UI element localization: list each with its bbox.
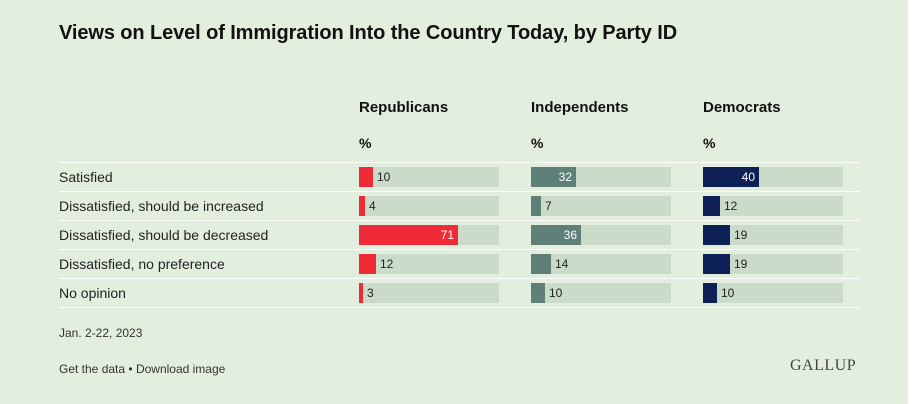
data-label: 40 (741, 170, 755, 184)
row-divider (59, 249, 859, 250)
row-divider (59, 278, 859, 279)
data-label: 32 (558, 170, 572, 184)
data-label: 19 (734, 228, 748, 242)
download-image-link[interactable]: Download image (135, 362, 226, 376)
data-label: 10 (549, 286, 563, 300)
data-label: 10 (721, 286, 735, 300)
bar-democrats (703, 254, 730, 274)
data-label: 36 (563, 228, 577, 242)
bar-track: 10 (359, 167, 499, 187)
data-label: 12 (724, 199, 738, 213)
data-label: 19 (734, 257, 748, 271)
data-label: 4 (369, 199, 376, 213)
bar-track: 10 (531, 283, 671, 303)
link-separator: • (128, 362, 133, 376)
bar-track: 12 (359, 254, 499, 274)
bar-republicans (359, 196, 365, 216)
footer-links: Get the data • Download image (59, 362, 225, 376)
bar-republicans (359, 167, 373, 187)
unit-label: % (359, 135, 372, 151)
bar-independents (531, 254, 551, 274)
series-header-republicans: Republicans (359, 99, 449, 116)
bar-track: 3 (359, 283, 499, 303)
bar-democrats (703, 225, 730, 245)
data-label: 14 (555, 257, 569, 271)
data-label: 71 (440, 228, 454, 242)
bar-democrats (703, 196, 720, 216)
get-data-link[interactable]: Get the data (59, 362, 126, 376)
chart-title: Views on Level of Immigration Into the C… (59, 22, 678, 44)
bar-democrats (703, 167, 759, 187)
bar-independents (531, 196, 541, 216)
bar-track: 32 (531, 167, 671, 187)
bar-independents (531, 167, 576, 187)
row-divider (59, 191, 859, 192)
data-label: 12 (380, 257, 394, 271)
bar-democrats (703, 283, 717, 303)
data-label: 7 (545, 199, 552, 213)
bar-track: 71 (359, 225, 499, 245)
bar-independents (531, 225, 581, 245)
bar-track: 10 (703, 283, 843, 303)
data-label: 10 (377, 170, 391, 184)
series-header-democrats: Democrats (703, 99, 781, 116)
series-header-independents: Independents (531, 99, 629, 116)
bar-track: 36 (531, 225, 671, 245)
bar-republicans (359, 225, 458, 245)
category-label: Satisfied (59, 169, 113, 185)
bar-republicans (359, 254, 376, 274)
row-divider (59, 162, 859, 163)
category-label: No opinion (59, 285, 126, 301)
unit-label: % (703, 135, 716, 151)
category-label: Dissatisfied, no preference (59, 256, 225, 272)
row-divider (59, 220, 859, 221)
data-label: 3 (367, 286, 374, 300)
bar-track: 14 (531, 254, 671, 274)
bar-track: 40 (703, 167, 843, 187)
gallup-logo: GALLUP (790, 357, 857, 374)
bar-track: 4 (359, 196, 499, 216)
bar-independents (531, 283, 545, 303)
bar-track: 12 (703, 196, 843, 216)
date-footnote: Jan. 2-22, 2023 (59, 326, 143, 340)
bar-republicans (359, 283, 363, 303)
bar-track: 19 (703, 254, 843, 274)
category-label: Dissatisfied, should be increased (59, 198, 264, 214)
bar-track: 7 (531, 196, 671, 216)
row-divider (59, 307, 859, 308)
bar-track: 19 (703, 225, 843, 245)
unit-label: % (531, 135, 544, 151)
category-label: Dissatisfied, should be decreased (59, 227, 269, 243)
